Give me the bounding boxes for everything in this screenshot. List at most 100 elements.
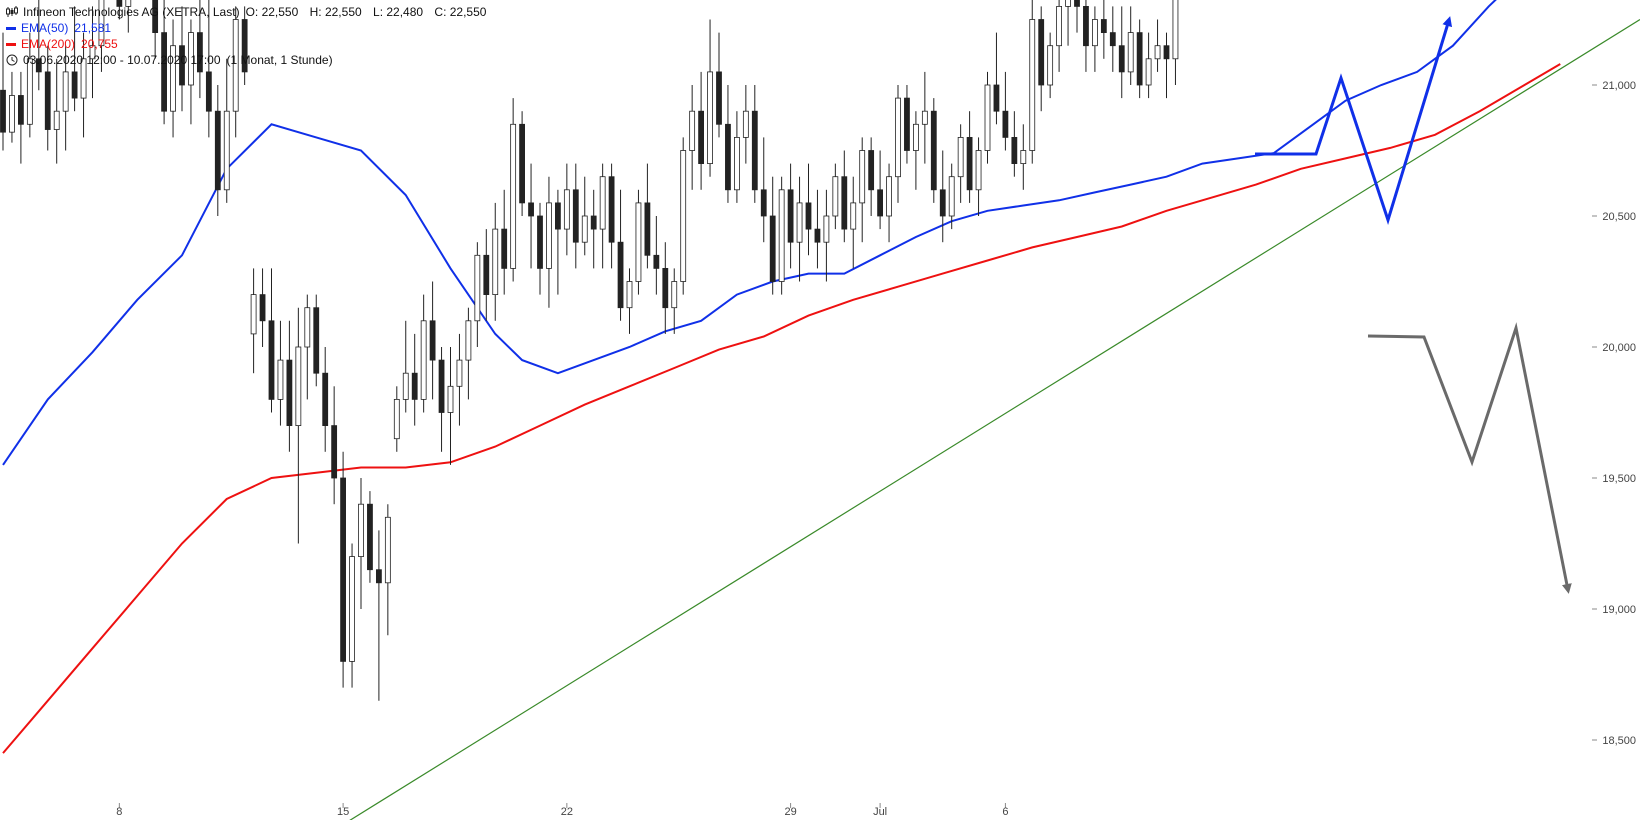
candle-body <box>537 215 543 269</box>
candle <box>196 0 203 99</box>
candle <box>501 189 508 295</box>
candle <box>474 242 481 347</box>
candle <box>734 111 740 203</box>
candle <box>868 137 875 216</box>
candle-body <box>447 385 454 413</box>
candle-body <box>71 71 78 99</box>
x-tick-label: 15 <box>337 806 349 818</box>
candle-body <box>957 136 964 178</box>
candle <box>214 85 221 216</box>
candle-body <box>501 228 508 269</box>
candle <box>751 85 758 203</box>
candle <box>608 163 615 269</box>
candle-body <box>179 45 185 86</box>
candle-body <box>152 0 159 33</box>
candle <box>465 307 472 400</box>
candle-body <box>483 254 490 296</box>
candle-body <box>528 202 534 217</box>
candle-body <box>393 398 400 440</box>
bearish-scenario-arrow <box>1367 322 1572 594</box>
candle-body <box>9 95 15 133</box>
high-value: H: 22,550 <box>309 5 362 19</box>
candle-body <box>841 176 848 230</box>
candle-body <box>814 228 821 243</box>
candle-body <box>429 320 436 361</box>
ema200-legend-row[interactable]: EMA(200) 20,755 <box>6 36 494 52</box>
candle <box>1074 0 1080 33</box>
candle-body <box>742 110 749 138</box>
ema200-value: 20,755 <box>81 37 118 51</box>
candle <box>447 347 454 465</box>
ohlc-values: O: 22,550 H: 22,550 L: 22,480 C: 22,550 <box>246 4 495 20</box>
candle-body <box>456 359 463 387</box>
candle-body <box>375 569 382 584</box>
candle <box>519 111 525 216</box>
candle-body <box>313 307 320 374</box>
candle <box>590 189 597 269</box>
candle <box>241 6 248 85</box>
candle <box>358 478 364 609</box>
candle-body <box>1074 0 1080 7</box>
ema50-legend-row[interactable]: EMA(50) 21,581 <box>6 20 494 36</box>
candle <box>662 242 669 334</box>
candle-body <box>17 95 24 125</box>
candle-body <box>796 202 803 243</box>
candle-body <box>116 0 123 7</box>
time-range: 03.06.2020 12:00 - 10.07.2020 17:00 <box>23 53 221 67</box>
candle <box>277 320 284 426</box>
candle-body <box>653 254 660 269</box>
candle-body <box>975 150 982 191</box>
candle <box>877 150 883 230</box>
candle <box>1154 19 1161 72</box>
candle-body <box>716 71 722 125</box>
candle <box>1047 32 1054 99</box>
candle <box>1029 0 1036 164</box>
candle <box>179 6 185 112</box>
candle-body <box>1163 45 1170 60</box>
candle-body <box>250 294 257 335</box>
candle-body <box>161 32 168 112</box>
candle <box>537 202 543 295</box>
candle-body <box>832 176 839 217</box>
candle-body <box>474 254 481 322</box>
candle <box>1020 124 1027 190</box>
candle <box>116 0 123 20</box>
x-tick-label: 22 <box>561 806 573 818</box>
candle <box>259 268 266 347</box>
candle <box>599 163 606 269</box>
ema200-line <box>2 63 1561 754</box>
candle <box>742 85 749 164</box>
y-tick-label: 20,000 <box>1602 342 1636 354</box>
ema-layer <box>2 0 1561 754</box>
candle-body <box>286 359 293 427</box>
candles-layer <box>0 0 1179 701</box>
instrument-name: Infineon Technologies AG (XETRA, Last) <box>23 5 240 19</box>
candle-body <box>590 215 597 230</box>
candle-body <box>1154 45 1161 60</box>
candle <box>689 85 696 190</box>
candle <box>528 163 534 269</box>
timerange-row: 03.06.2020 12:00 - 10.07.2020 17:00 (1 M… <box>6 52 494 68</box>
candle <box>1038 6 1045 112</box>
candle <box>438 347 445 452</box>
candle <box>1083 0 1089 72</box>
candle <box>975 137 982 216</box>
clock-icon <box>6 54 18 66</box>
candle <box>930 98 937 203</box>
ema50-value: 21,581 <box>74 21 112 35</box>
candle-body <box>984 84 991 151</box>
candle <box>617 189 624 321</box>
candle-body <box>465 320 472 361</box>
candle <box>492 202 499 321</box>
candle-body <box>358 503 364 558</box>
bullish-scenario-arrow <box>1255 16 1453 225</box>
y-tick-label: 18,500 <box>1602 735 1636 747</box>
candle <box>80 32 87 138</box>
candle <box>188 19 194 125</box>
candle <box>814 189 821 269</box>
chart-legend: Infineon Technologies AG (XETRA, Last) O… <box>6 4 494 68</box>
candle-body <box>367 503 373 571</box>
candle-body <box>939 189 946 217</box>
candle <box>1145 32 1152 99</box>
